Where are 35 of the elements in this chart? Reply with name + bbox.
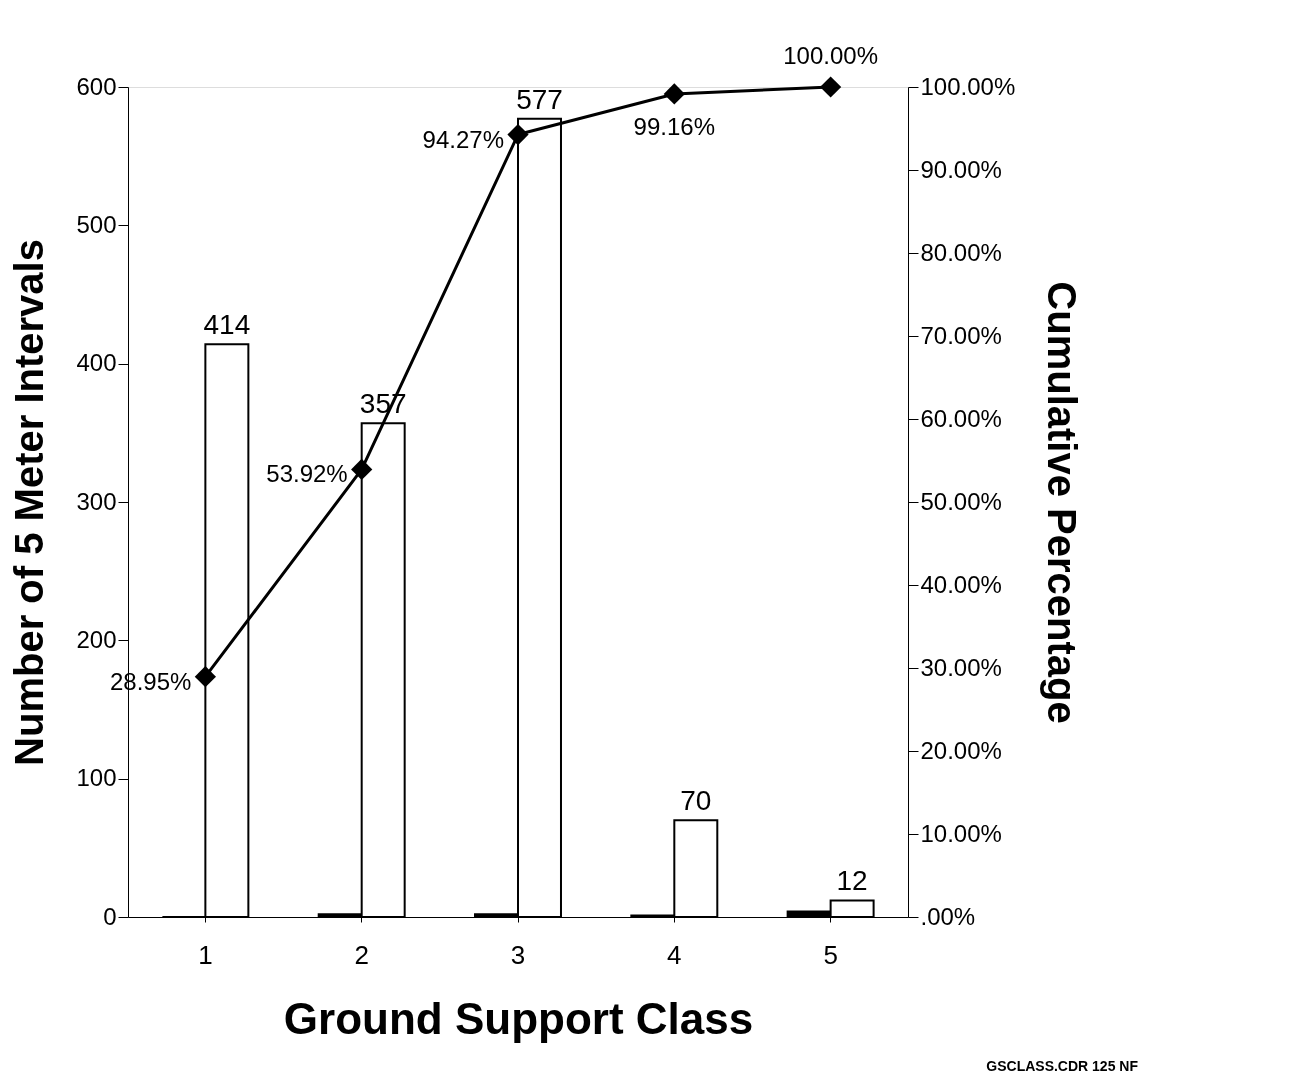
y2-axis-title: Cumulative Percentage xyxy=(1040,281,1085,724)
text: GSCLASS.CDR 125 NF xyxy=(986,1058,1139,1074)
data-label: 53.92% xyxy=(266,460,348,488)
x-axis-title: Ground Support Class xyxy=(283,993,754,1043)
data-label: 99.16% xyxy=(633,112,716,140)
y2-tick-label: 20.00% xyxy=(920,736,1002,764)
y-tick-label: 300 xyxy=(76,487,117,515)
y-axis-title: Number of 5 Meter Intervals xyxy=(7,239,52,766)
y2-tick-label: 50.00% xyxy=(920,487,1002,515)
x-tick-label: 2 xyxy=(354,939,369,970)
y-tick-label: 100 xyxy=(76,764,117,792)
data-label: 12 xyxy=(836,865,868,897)
data-label: 577 xyxy=(516,83,563,115)
y2-tick-label: 30.00% xyxy=(920,653,1002,681)
data-label: 414 xyxy=(203,309,251,341)
data-label: 94.27% xyxy=(422,125,504,153)
x-tick-label: 1 xyxy=(198,939,213,970)
y-tick-label: 600 xyxy=(76,72,117,100)
y2-tick-label: 90.00% xyxy=(920,155,1002,183)
y2-tick-label: 80.00% xyxy=(920,238,1002,266)
y2-tick-label: 10.00% xyxy=(920,819,1002,847)
y2-tick-label: 100.00% xyxy=(920,72,1016,100)
y2-tick-label: .00% xyxy=(920,902,976,930)
data-label: 70 xyxy=(680,785,712,817)
y2-tick-label: 40.00% xyxy=(920,570,1002,598)
y-tick-label: 400 xyxy=(76,349,117,377)
y2-tick-label: 60.00% xyxy=(920,404,1002,432)
x-tick-label: 5 xyxy=(823,939,838,970)
y2-tick-label: 70.00% xyxy=(920,321,1002,349)
data-label: 100.00% xyxy=(783,42,878,69)
x-tick-label: 3 xyxy=(510,939,526,970)
y-tick-label: 0 xyxy=(103,902,117,930)
x-tick-label: 4 xyxy=(667,939,682,970)
y-tick-label: 500 xyxy=(76,210,117,238)
y-tick-label: 200 xyxy=(76,625,117,653)
